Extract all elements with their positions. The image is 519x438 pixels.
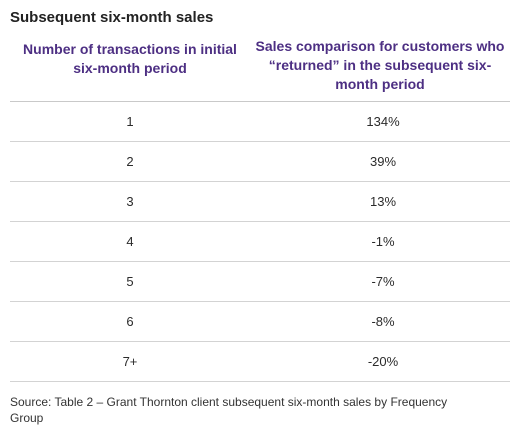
column-header-transactions: Number of transactions in initial six-mo… — [23, 41, 237, 76]
cell-transactions: 2 — [126, 154, 134, 169]
page-title: Subsequent six-month sales — [10, 9, 214, 26]
table-row: 1 134% — [10, 102, 510, 142]
cell-transactions: 1 — [126, 114, 134, 129]
table-header-row: Number of transactions in initial six-mo… — [10, 37, 510, 102]
cell-sales-comparison: 13% — [369, 194, 397, 209]
table-row: 6 -8% — [10, 302, 510, 342]
cell-sales-comparison: 39% — [369, 154, 397, 169]
table-row: 5 -7% — [10, 262, 510, 302]
cell-sales-comparison: -20% — [367, 354, 399, 369]
table-row: 4 -1% — [10, 222, 510, 262]
table-row: 3 13% — [10, 182, 510, 222]
sales-table: Number of transactions in initial six-mo… — [10, 37, 510, 382]
cell-transactions: 6 — [126, 314, 134, 329]
cell-transactions: 5 — [126, 274, 134, 289]
table-row: 2 39% — [10, 142, 510, 182]
column-header-sales-comparison: Sales comparison for customers who “retu… — [255, 38, 505, 92]
cell-transactions: 4 — [126, 234, 134, 249]
cell-transactions: 7+ — [122, 354, 138, 369]
source-note: Source: Table 2 – Grant Thornton client … — [10, 395, 448, 425]
cell-sales-comparison: -7% — [371, 274, 395, 289]
cell-sales-comparison: 134% — [366, 114, 400, 129]
table-row: 7+ -20% — [10, 342, 510, 382]
table-body: 1 134% 2 39% 3 13% 4 -1% 5 -7% 6 -8% 7+ -20% — [10, 102, 510, 382]
cell-sales-comparison: -8% — [371, 314, 395, 329]
cell-transactions: 3 — [126, 194, 134, 209]
cell-sales-comparison: -1% — [371, 234, 395, 249]
